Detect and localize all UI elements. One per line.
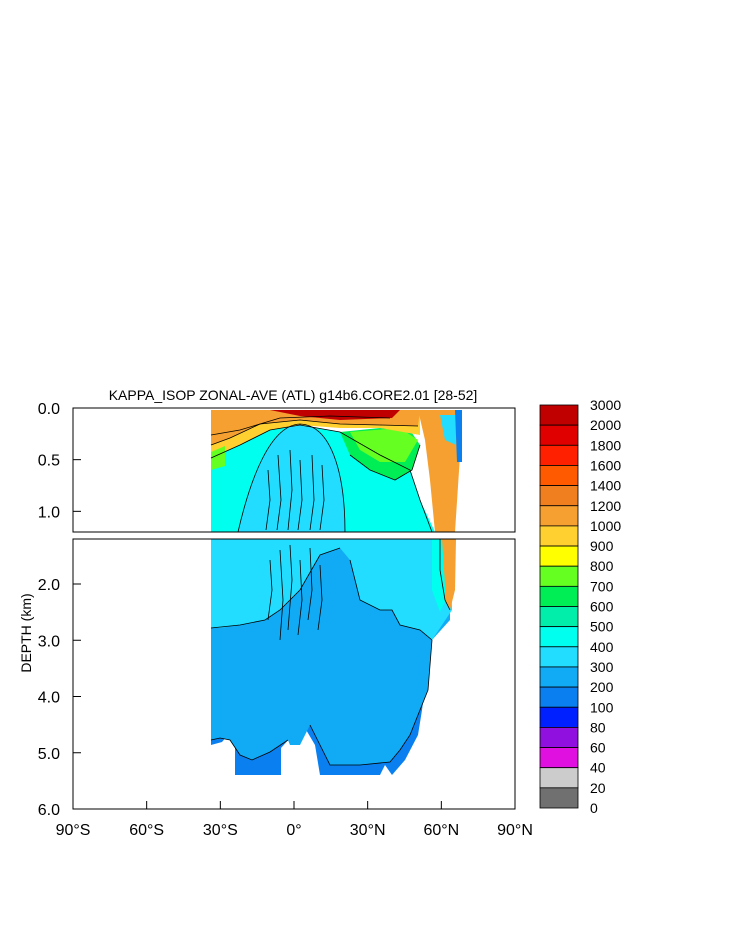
colorbar-swatch (539, 646, 579, 668)
y-tick-label: 0.0 (38, 401, 60, 418)
colorbar-swatch (539, 465, 579, 487)
x-tick-label: 0° (286, 822, 301, 839)
colorbar-label: 800 (590, 558, 614, 574)
contour-line (267, 544, 323, 641)
x-axis: 90°S 60°S 30°S 0° 30°N 60°N 90°N (56, 801, 533, 839)
colorbar-label: 500 (590, 619, 614, 635)
colorbar-label: 0 (590, 800, 598, 816)
field-upper-green-left (211, 446, 225, 470)
contour-line (349, 444, 421, 481)
y-tick-label: 6.0 (38, 802, 60, 819)
colorbar-label: 20 (590, 780, 606, 796)
colorbar-label: 40 (590, 760, 606, 776)
field-upper-east-lightblue (440, 415, 456, 445)
colorbar-swatch (539, 505, 579, 527)
field-upper-lightgreen (350, 428, 418, 462)
colorbar-label: 1600 (590, 457, 621, 473)
upper-panel (73, 408, 515, 532)
colorbar-label: 200 (590, 679, 614, 695)
colorbar-swatch (539, 666, 579, 688)
colorbar-swatch (539, 565, 579, 587)
colorbar-swatch (539, 485, 579, 507)
colorbar-label: 1000 (590, 518, 621, 534)
contour-lines (210, 415, 451, 766)
field-lower-lightblue (211, 539, 452, 640)
y-tick-label: 4.0 (38, 690, 60, 707)
y-tick-label: 3.0 (38, 633, 60, 650)
colorbar-label: 300 (590, 659, 614, 675)
y-tick-label: 2.0 (38, 577, 60, 594)
colorbar-swatch (539, 444, 579, 466)
contour-line (210, 415, 391, 436)
colorbar-swatch (539, 404, 579, 426)
contour-line (210, 547, 341, 629)
colorbar-swatch (539, 626, 579, 648)
x-tick-label: 60°N (423, 822, 459, 839)
colorbar-label: 3000 (590, 397, 621, 413)
colorbar-swatch (539, 585, 579, 607)
y-tick-label: 5.0 (38, 746, 60, 763)
x-tick-label: 90°N (497, 822, 533, 839)
contour-line (349, 559, 433, 641)
upper-panel-frame (72, 407, 516, 533)
colorbar-label: 1400 (590, 478, 621, 494)
colorbar-label: 80 (590, 719, 606, 735)
colorbar-swatch (539, 767, 579, 789)
lower-y-axis: 2.0 3.0 4.0 5.0 6.0 (38, 577, 81, 819)
field-upper-east-darkedge (455, 410, 462, 462)
contour-line (210, 424, 433, 533)
colorbar-swatch (539, 706, 579, 728)
contour-line (210, 419, 419, 446)
y-tick-label: 0.5 (38, 453, 60, 470)
upper-y-axis: 0.0 0.5 1.0 (38, 401, 81, 521)
contour-line (265, 449, 325, 531)
x-tick-label: 30°S (203, 822, 238, 839)
colorbar-label: 60 (590, 740, 606, 756)
contour-line (439, 539, 451, 611)
lower-panel (73, 539, 515, 809)
colorbar-label: 900 (590, 538, 614, 554)
colorbar-label: 700 (590, 578, 614, 594)
chart-title: KAPPA_ISOP ZONAL-AVE (ATL) g14b6.CORE2.0… (109, 387, 478, 403)
y-axis-label: DEPTH (km) (18, 593, 34, 672)
colorbar-swatch (539, 747, 579, 769)
colorbar-swatch (539, 606, 579, 628)
colorbar-swatch (539, 545, 579, 567)
colorbar-swatch (539, 686, 579, 708)
colorbar-label: 1800 (590, 437, 621, 453)
colorbar-label: 1200 (590, 498, 621, 514)
colorbar-label: 2000 (590, 417, 621, 433)
y-tick-label: 1.0 (38, 504, 60, 521)
contour-line (237, 423, 346, 533)
colorbar: 3000200018001600140012001000900800700600… (539, 397, 621, 816)
colorbar-label: 400 (590, 639, 614, 655)
contour-line (210, 737, 289, 761)
colorbar-swatch (539, 787, 579, 809)
colorbar-label: 100 (590, 699, 614, 715)
field-lower-east-cyan (432, 539, 446, 612)
x-tick-label: 60°S (129, 822, 164, 839)
colorbar-label: 600 (590, 599, 614, 615)
x-tick-label: 90°S (56, 822, 91, 839)
colorbar-swatch (539, 424, 579, 446)
x-tick-label: 30°N (350, 822, 386, 839)
contour-line (309, 639, 433, 766)
colorbar-swatch (539, 727, 579, 748)
colorbar-swatch (539, 525, 579, 547)
